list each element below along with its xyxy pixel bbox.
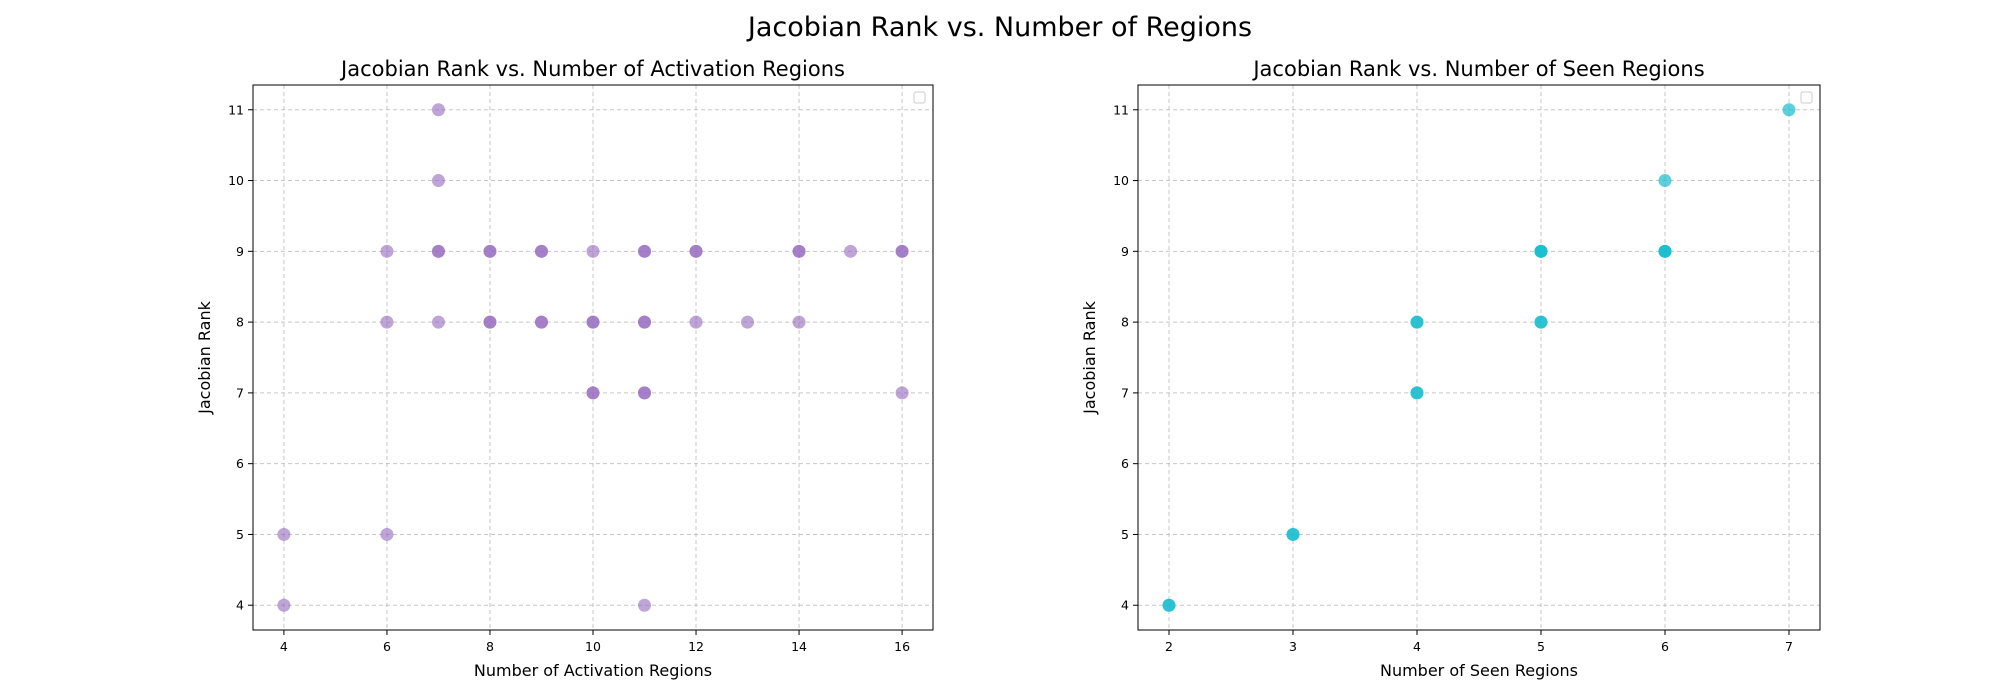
- seen-regions-data-point: [1410, 386, 1424, 400]
- activation-regions-data-point: [380, 244, 394, 258]
- activation-regions-y-axis-label: Jacobian Rank: [195, 300, 214, 414]
- seen-regions-data-point: [1658, 174, 1672, 188]
- activation-regions-data-point: [638, 386, 652, 400]
- seen-regions-data-point: [1410, 315, 1424, 329]
- activation-regions-data-point: [483, 244, 497, 258]
- activation-regions-data-point: [483, 315, 497, 329]
- activation-regions-points: [277, 103, 909, 612]
- activation-regions-y-tick-label: 8: [236, 315, 244, 330]
- activation-regions-ticks: 4 6 8 10 12 14 16 4 5 6 7 8 9 10 11: [228, 102, 910, 654]
- seen-regions-y-tick-label: 11: [1113, 102, 1129, 117]
- seen-regions-data-point: [1162, 598, 1176, 612]
- seen-regions-title: Jacobian Rank vs. Number of Seen Regions: [1251, 57, 1704, 81]
- activation-regions-x-tick-label: 16: [894, 639, 910, 654]
- seen-regions-x-tick-label: 6: [1661, 639, 1669, 654]
- activation-regions-data-point: [380, 315, 394, 329]
- activation-regions-x-tick-label: 8: [486, 639, 494, 654]
- seen-regions-data-point: [1782, 103, 1796, 117]
- activation-regions-data-point: [277, 598, 291, 612]
- activation-regions-data-point: [792, 315, 806, 329]
- seen-regions-y-tick-label: 6: [1121, 456, 1129, 471]
- activation-regions-data-point: [638, 315, 652, 329]
- activation-regions-data-point: [586, 315, 600, 329]
- activation-regions-data-point: [895, 244, 909, 258]
- activation-regions-y-tick-label: 10: [228, 173, 244, 188]
- seen-regions-data-point: [1534, 315, 1548, 329]
- seen-regions-axes-frame: [1137, 84, 1821, 631]
- seen-regions-ticks: 2 3 4 5 6 7 4 5 6 7 8 9 10 11: [1113, 102, 1793, 654]
- seen-regions-x-tick-label: 3: [1289, 639, 1297, 654]
- seen-regions-grid: [1138, 85, 1820, 630]
- activation-regions-data-point: [586, 386, 600, 400]
- seen-regions-y-tick-label: 4: [1121, 598, 1129, 613]
- seen-regions-legend: [1800, 91, 1813, 104]
- activation-regions-data-point: [741, 315, 755, 329]
- activation-regions-x-tick-label: 10: [585, 639, 601, 654]
- activation-regions-data-point: [431, 103, 445, 117]
- seen-regions-x-tick-label: 2: [1165, 639, 1173, 654]
- activation-regions-data-point: [895, 386, 909, 400]
- activation-regions-data-point: [689, 244, 703, 258]
- activation-regions-data-point: [586, 244, 600, 258]
- activation-regions-y-tick-label: 5: [236, 527, 244, 542]
- activation-regions-y-tick-label: 9: [236, 244, 244, 259]
- seen-regions-points: [1162, 103, 1796, 612]
- activation-regions-data-point: [638, 598, 652, 612]
- activation-regions-data-point: [431, 315, 445, 329]
- activation-regions-data-point: [689, 315, 703, 329]
- activation-regions-y-tick-label: 4: [236, 598, 244, 613]
- seen-regions-x-tick-label: 5: [1537, 639, 1545, 654]
- activation-regions-plot: 4 6 8 10 12 14 16 4 5 6 7 8 9 10 11 Jacobian Rank vs. …: [195, 57, 934, 680]
- figure-title: Jacobian Rank vs. Number of Regions: [746, 12, 1252, 43]
- activation-regions-data-point: [380, 527, 394, 541]
- activation-regions-y-tick-label: 11: [228, 102, 244, 117]
- activation-regions-x-tick-label: 12: [688, 639, 704, 654]
- seen-regions-plot: 2 3 4 5 6 7 4 5 6 7 8 9 10 11 Jacobian Rank vs. Numbe…: [1080, 57, 1821, 680]
- activation-regions-x-tick-label: 14: [791, 639, 807, 654]
- activation-regions-data-point: [431, 244, 445, 258]
- activation-regions-y-tick-label: 7: [236, 385, 244, 400]
- seen-regions-x-tick-label: 7: [1785, 639, 1793, 654]
- activation-regions-data-point: [277, 527, 291, 541]
- seen-regions-y-axis-label: Jacobian Rank: [1080, 300, 1099, 414]
- activation-regions-data-point: [534, 315, 548, 329]
- activation-regions-legend: [913, 91, 926, 104]
- activation-regions-x-tick-label: 6: [383, 639, 391, 654]
- seen-regions-y-tick-label: 5: [1121, 527, 1129, 542]
- seen-regions-y-tick-label: 10: [1113, 173, 1129, 188]
- seen-regions-data-point: [1286, 527, 1300, 541]
- seen-regions-x-axis-label: Number of Seen Regions: [1380, 661, 1578, 680]
- activation-regions-y-tick-label: 6: [236, 456, 244, 471]
- activation-regions-title: Jacobian Rank vs. Number of Activation R…: [339, 57, 845, 81]
- activation-regions-data-point: [638, 244, 652, 258]
- seen-regions-data-point: [1658, 244, 1672, 258]
- seen-regions-y-tick-label: 9: [1121, 244, 1129, 259]
- seen-regions-data-point: [1534, 244, 1548, 258]
- activation-regions-x-axis-label: Number of Activation Regions: [474, 661, 712, 680]
- activation-regions-x-tick-label: 4: [280, 639, 288, 654]
- activation-regions-data-point: [431, 174, 445, 188]
- seen-regions-x-tick-label: 4: [1413, 639, 1421, 654]
- activation-regions-data-point: [792, 244, 806, 258]
- seen-regions-y-tick-label: 8: [1121, 315, 1129, 330]
- activation-regions-data-point: [844, 244, 858, 258]
- activation-regions-data-point: [534, 244, 548, 258]
- seen-regions-y-tick-label: 7: [1121, 385, 1129, 400]
